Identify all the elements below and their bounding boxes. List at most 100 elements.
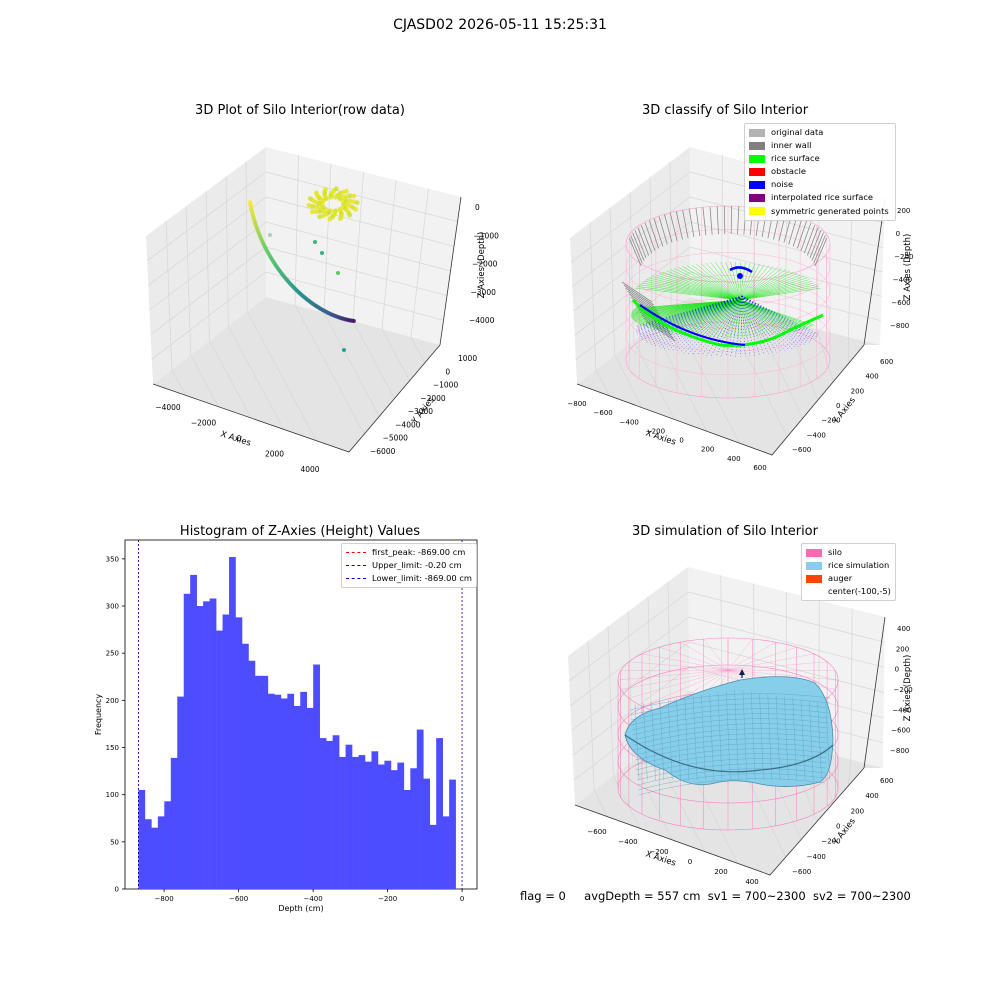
panel4-legend: silo rice simulation auger center(-100,-… bbox=[801, 543, 896, 602]
grid-line bbox=[146, 171, 458, 261]
histogram-bar bbox=[423, 778, 431, 889]
silo-wireframe bbox=[628, 669, 729, 699]
x-tick-label: 200 bbox=[714, 868, 727, 876]
wall-point bbox=[632, 232, 645, 261]
histogram-bar bbox=[436, 738, 443, 889]
flag-text: flag = 0 bbox=[520, 889, 566, 903]
legend-swatch bbox=[749, 141, 765, 150]
grid-line bbox=[294, 304, 365, 435]
legend-line bbox=[346, 552, 366, 554]
noise-point bbox=[741, 295, 796, 349]
silo-wireframe bbox=[628, 661, 729, 671]
histogram-bar bbox=[339, 756, 346, 889]
y-tick-label: 350 bbox=[106, 555, 119, 563]
noise-point bbox=[741, 295, 805, 345]
z-tick-label: −200 bbox=[894, 253, 913, 261]
rice-surface-point bbox=[696, 263, 741, 301]
rice-surface-point bbox=[739, 299, 759, 337]
data-point bbox=[309, 209, 315, 215]
histogram-bar bbox=[241, 643, 249, 889]
histogram-bar bbox=[196, 606, 204, 889]
y-tick-label: 300 bbox=[106, 603, 119, 611]
data-point bbox=[320, 251, 324, 255]
rice-surface-point bbox=[649, 277, 741, 301]
histogram-bar bbox=[332, 735, 340, 889]
data-point bbox=[343, 198, 349, 204]
rice-surface-point bbox=[646, 279, 741, 301]
surface-mesh bbox=[635, 753, 827, 771]
rice-surface-point bbox=[739, 299, 789, 334]
legend-swatch bbox=[806, 548, 822, 557]
z-tick-label: −4000 bbox=[469, 316, 495, 325]
rice-surface-point bbox=[739, 268, 783, 301]
noise-point bbox=[741, 295, 773, 354]
rice-surface-point bbox=[700, 263, 741, 301]
rice-surface-point bbox=[710, 262, 741, 301]
wall-point bbox=[637, 227, 650, 256]
rice-surface-point bbox=[739, 299, 763, 337]
noise-point bbox=[741, 295, 817, 338]
rice-surface-point bbox=[739, 263, 760, 301]
surface-mesh bbox=[634, 738, 828, 756]
rice-surface-point bbox=[739, 299, 785, 334]
surface-mesh bbox=[825, 703, 831, 781]
surface-mesh bbox=[659, 700, 665, 781]
legend-entry: rice surface bbox=[749, 152, 890, 165]
surface-mesh bbox=[734, 689, 739, 781]
noise-point bbox=[741, 295, 751, 356]
rice-surface-point bbox=[720, 261, 741, 301]
x-tick-label: 400 bbox=[745, 878, 758, 886]
rice-surface-point bbox=[652, 276, 741, 301]
legend-entry: noise bbox=[749, 178, 890, 191]
legend-label: obstacle bbox=[771, 166, 806, 177]
z-axis-label: Z Axies (Depth) bbox=[903, 655, 913, 722]
wall-point bbox=[702, 207, 707, 236]
grid-line bbox=[652, 325, 708, 432]
grid-line bbox=[209, 340, 252, 419]
data-point bbox=[317, 208, 323, 214]
rice-surface-point bbox=[685, 299, 741, 336]
wall-point bbox=[695, 207, 701, 237]
wall-point bbox=[800, 222, 812, 251]
surface-mesh bbox=[726, 691, 731, 781]
legend-entry: interpolated rice surface bbox=[749, 191, 890, 204]
legend-entry: symmetric generated points bbox=[749, 205, 890, 218]
y-tick-label: 250 bbox=[106, 650, 119, 658]
y-tick-label: 0 bbox=[115, 886, 119, 894]
legend-entry: silo bbox=[806, 546, 890, 559]
rice-surface-point bbox=[725, 299, 741, 338]
legend-label: rice simulation bbox=[828, 560, 890, 571]
z-tick-label: −600 bbox=[891, 299, 910, 307]
rice-surface-point bbox=[739, 279, 810, 301]
x-tick-label: −200 bbox=[646, 427, 665, 435]
silo-wireframe bbox=[727, 641, 776, 671]
data-point bbox=[317, 214, 323, 220]
data-point bbox=[347, 198, 353, 204]
histogram-bar bbox=[248, 660, 256, 889]
rice-surface-point bbox=[733, 299, 741, 338]
noise-point bbox=[711, 295, 743, 357]
noise-point bbox=[687, 295, 743, 355]
histogram-bar bbox=[261, 675, 269, 889]
silo-wireframe bbox=[641, 653, 729, 671]
histogram-bar bbox=[377, 764, 385, 889]
y-tick-label: 400 bbox=[865, 792, 878, 800]
wall-point bbox=[630, 235, 643, 264]
rice-surface-point bbox=[715, 262, 741, 301]
histogram-bar bbox=[274, 694, 282, 889]
legend-label: silo bbox=[828, 547, 843, 557]
x-tick-label: 0 bbox=[679, 437, 683, 445]
rice-surface-point bbox=[669, 269, 741, 301]
rice-surface-point bbox=[739, 299, 743, 338]
wall-point bbox=[806, 227, 819, 256]
rice-surface-point bbox=[739, 267, 778, 301]
z-tick-label: 200 bbox=[896, 645, 909, 653]
histogram-bar bbox=[364, 761, 372, 889]
legend-line bbox=[346, 565, 366, 567]
x-tick-label: −2000 bbox=[191, 419, 217, 428]
grid-line bbox=[568, 591, 885, 682]
surface-mesh bbox=[630, 698, 830, 716]
x-tick-label: 200 bbox=[701, 446, 714, 454]
noise-point bbox=[741, 295, 818, 336]
